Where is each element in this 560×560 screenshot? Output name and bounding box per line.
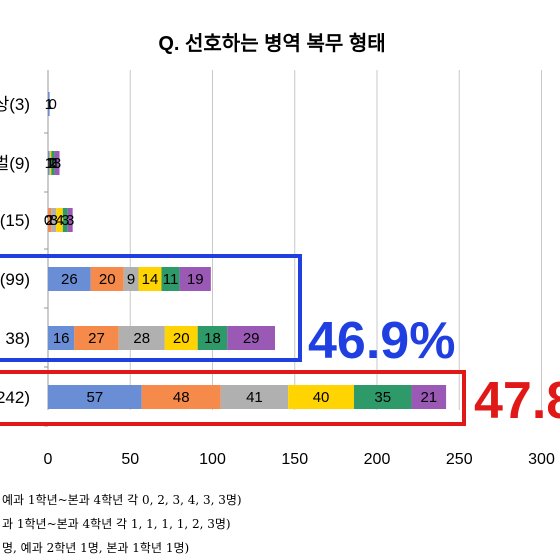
- footnotes: 예과 1학년~본과 4학년 각 0, 2, 3, 4, 3, 3명) 과 1학년~…: [2, 493, 242, 555]
- footnote: 과 1학년~본과 4학년 각 1, 1, 1, 1, 2, 3명): [2, 517, 231, 531]
- segment-label: 35: [374, 389, 391, 406]
- segment-label: 18: [204, 330, 221, 347]
- bar-segment: [74, 326, 119, 350]
- grid-lines: [44, 70, 542, 427]
- bar-segment: [48, 326, 75, 350]
- x-tick-label: 100: [199, 451, 226, 468]
- category-label: (99): [0, 270, 30, 289]
- segment-label: 1: [46, 155, 54, 172]
- x-tick-label: 150: [281, 451, 308, 468]
- category-label: 상(3): [0, 95, 30, 114]
- bar-segment: [62, 208, 68, 232]
- segment-label: 2: [45, 212, 53, 229]
- segment-label: 40: [313, 389, 330, 406]
- segment-label: 28: [133, 330, 150, 347]
- segment-label: 9: [127, 271, 135, 288]
- segment-label: 16: [53, 330, 70, 347]
- bar-segment: [161, 267, 180, 291]
- category-label: (242): [0, 388, 30, 407]
- x-tick-labels: 0 50 100 150 200 250 300: [44, 451, 555, 468]
- segment-label: 48: [173, 389, 190, 406]
- bar-segment: [164, 326, 198, 350]
- segment-label: 3: [53, 155, 61, 172]
- segment-label: 2: [49, 155, 57, 172]
- segment-label: 4: [55, 212, 63, 229]
- bar-segment: [197, 326, 228, 350]
- bar-segment: [288, 385, 354, 409]
- segment-label: 1: [45, 155, 53, 172]
- segment-label: 3: [61, 212, 69, 229]
- category-labels: (242) 38) (99) (15) 벌(9) 상(3): [0, 95, 30, 407]
- segment-label: 0: [44, 212, 52, 229]
- category-label: 벌(9): [0, 154, 30, 173]
- bar-segment: [118, 326, 165, 350]
- segment-label: 41: [246, 389, 263, 406]
- segment-label: 27: [88, 330, 105, 347]
- segment-label: 20: [173, 330, 190, 347]
- highlight-box-red: [0, 370, 466, 426]
- bar-segment: [353, 385, 412, 409]
- segment-label: 11: [163, 271, 179, 288]
- bar-segment: [67, 208, 73, 232]
- segment-label: 26: [61, 271, 78, 288]
- bar-segment: [227, 326, 276, 350]
- segment-label: 1: [48, 155, 56, 172]
- bar-segment: [141, 385, 221, 409]
- bar-segment: [51, 151, 55, 175]
- annotation-red-percent: 47.8: [474, 372, 560, 430]
- bar-segment: [411, 385, 447, 409]
- annotation-blue-percent: 46.9%: [308, 312, 455, 370]
- segment-label: 29: [243, 330, 260, 347]
- x-tick-label: 50: [121, 451, 139, 468]
- segment-label: 20: [99, 271, 116, 288]
- category-label: (15): [0, 211, 30, 230]
- bar-segment: [48, 267, 91, 291]
- bar-segment: [54, 151, 60, 175]
- bar-segment: [49, 151, 52, 175]
- footnote: 명, 예과 2학년 1명, 본과 1학년 1명): [2, 541, 189, 555]
- segment-label: 21: [420, 389, 437, 406]
- segment-label: 1: [45, 96, 53, 113]
- highlight-boxes: [0, 254, 466, 426]
- bar-segment: [48, 151, 50, 175]
- x-tick-label: 200: [364, 451, 391, 468]
- segment-label: 3: [66, 212, 74, 229]
- bar-segment: [90, 267, 124, 291]
- bar-segment: [179, 267, 211, 291]
- bar-segment: [48, 208, 52, 232]
- segment-label: 19: [187, 271, 204, 288]
- x-tick-label: 300: [528, 451, 555, 468]
- bar-segment: [48, 385, 142, 409]
- segment-label: 1: [51, 155, 59, 172]
- chart-title: Q. 선호하는 병역 복무 형태: [158, 32, 385, 55]
- bar-segment: [138, 267, 162, 291]
- x-tick-label: 250: [446, 451, 473, 468]
- annotations: 46.9% 47.8: [308, 312, 560, 430]
- bar-segment: [123, 267, 139, 291]
- bar-segment: [220, 385, 289, 409]
- segment-label: 57: [87, 389, 104, 406]
- footnote: 예과 1학년~본과 4학년 각 0, 2, 3, 4, 3, 3명): [2, 493, 242, 507]
- bar-segment: [56, 208, 63, 232]
- x-tick-label: 0: [44, 451, 53, 468]
- category-label: 38): [5, 329, 30, 348]
- segment-label: 0: [48, 96, 56, 113]
- bar-segment: [48, 92, 50, 116]
- segment-label: 14: [142, 271, 159, 288]
- highlight-box-blue: [0, 254, 302, 362]
- segment-label: 3: [50, 212, 58, 229]
- bar-segment: [51, 208, 57, 232]
